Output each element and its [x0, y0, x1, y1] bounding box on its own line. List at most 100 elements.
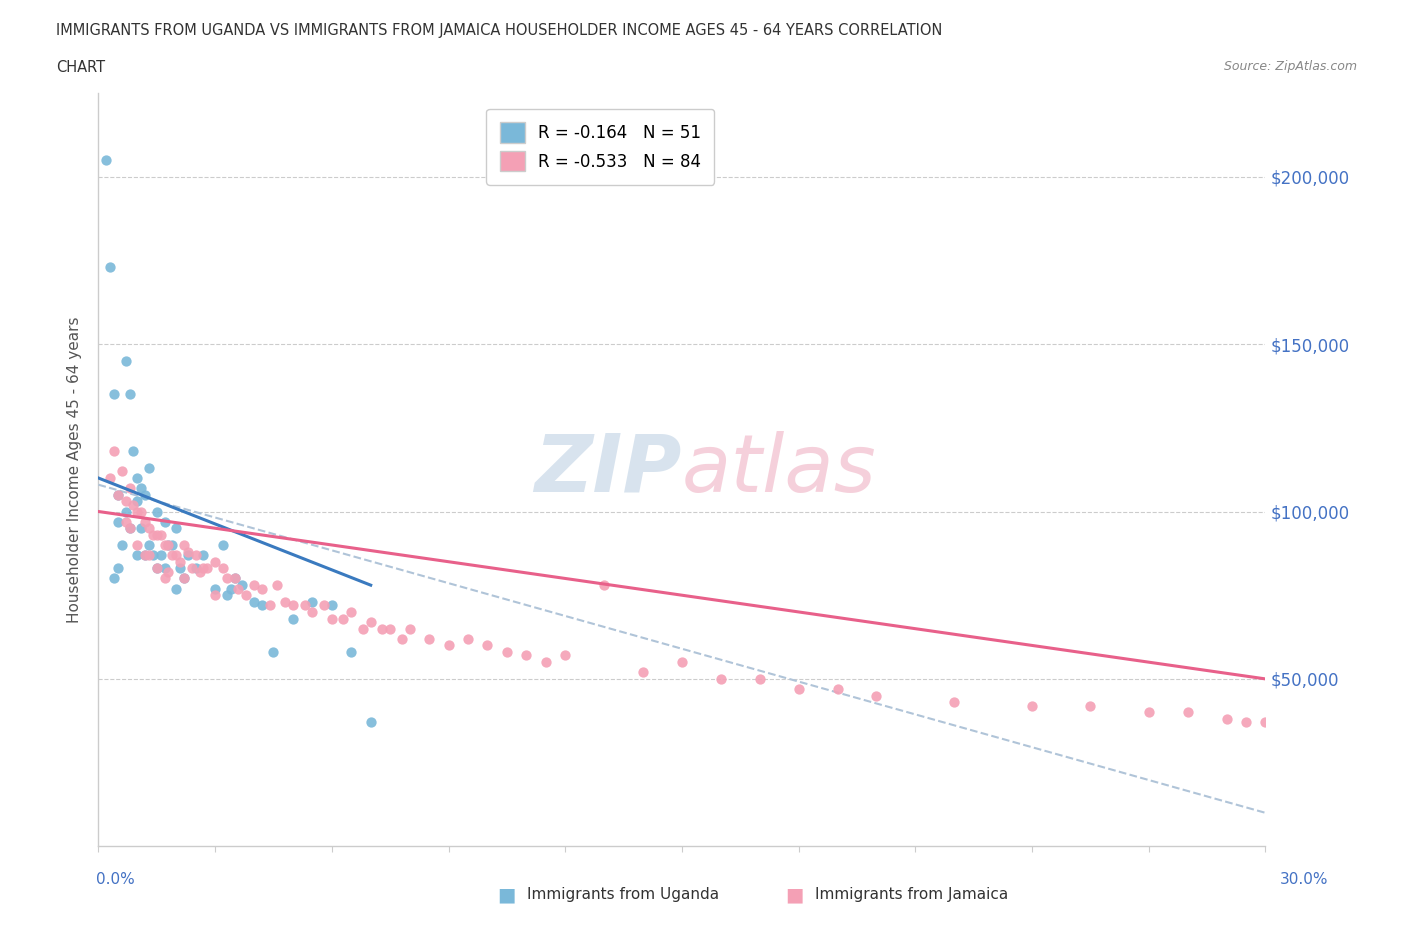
Point — [134, 487, 156, 502]
Point — [204, 588, 226, 603]
Point — [193, 548, 215, 563]
Point — [134, 514, 156, 529]
Point — [169, 554, 191, 569]
Point — [103, 571, 125, 586]
Point — [274, 594, 297, 609]
Point — [114, 504, 136, 519]
Point — [457, 631, 479, 646]
Point — [215, 571, 238, 586]
Point — [1177, 705, 1199, 720]
Point — [173, 571, 195, 586]
Point — [360, 715, 382, 730]
Point — [1215, 711, 1237, 726]
Point — [165, 548, 187, 563]
Point — [111, 538, 134, 552]
Point — [149, 548, 172, 563]
Point — [554, 648, 576, 663]
Point — [165, 581, 187, 596]
Point — [153, 538, 176, 552]
Point — [380, 621, 402, 636]
Point — [281, 611, 304, 626]
Point — [157, 538, 180, 552]
Text: ZIP: ZIP — [534, 431, 682, 509]
Point — [138, 460, 160, 475]
Point — [157, 565, 180, 579]
Point — [332, 611, 354, 626]
Point — [195, 561, 218, 576]
Point — [391, 631, 413, 646]
Point — [1254, 715, 1277, 730]
Point — [149, 527, 172, 542]
Legend: R = -0.164   N = 51, R = -0.533   N = 84: R = -0.164 N = 51, R = -0.533 N = 84 — [486, 109, 714, 184]
Point — [1234, 715, 1257, 730]
Point — [146, 561, 169, 576]
Point — [146, 504, 169, 519]
Point — [114, 353, 136, 368]
Point — [118, 521, 141, 536]
Point — [710, 671, 733, 686]
Point — [129, 521, 152, 536]
Point — [153, 561, 176, 576]
Point — [224, 571, 246, 586]
Point — [281, 598, 304, 613]
Y-axis label: Householder Income Ages 45 - 64 years: Householder Income Ages 45 - 64 years — [67, 316, 83, 623]
Point — [111, 464, 134, 479]
Point — [107, 487, 129, 502]
Point — [266, 578, 288, 592]
Point — [98, 259, 121, 274]
Text: Source: ZipAtlas.com: Source: ZipAtlas.com — [1223, 60, 1357, 73]
Point — [301, 594, 323, 609]
Point — [312, 598, 335, 613]
Point — [157, 538, 180, 552]
Point — [321, 611, 343, 626]
Point — [212, 538, 235, 552]
Point — [593, 578, 616, 592]
Point — [103, 444, 125, 458]
Point — [114, 514, 136, 529]
Point — [1080, 698, 1102, 713]
Point — [118, 387, 141, 402]
Point — [134, 548, 156, 563]
Point — [340, 644, 363, 659]
Point — [177, 548, 200, 563]
Point — [231, 578, 253, 592]
Point — [340, 604, 363, 619]
Point — [127, 538, 149, 552]
Point — [294, 598, 316, 613]
Point — [127, 548, 149, 563]
Text: atlas: atlas — [682, 431, 877, 509]
Point — [235, 588, 257, 603]
Point — [1021, 698, 1043, 713]
Point — [515, 648, 537, 663]
Point — [118, 481, 141, 496]
Point — [787, 682, 810, 697]
Point — [827, 682, 849, 697]
Point — [180, 561, 202, 576]
Point — [177, 544, 200, 559]
Point — [243, 578, 266, 592]
Point — [748, 671, 770, 686]
Point — [107, 561, 129, 576]
Point — [118, 521, 141, 536]
Point — [398, 621, 420, 636]
Point — [352, 621, 374, 636]
Point — [228, 581, 250, 596]
Point — [173, 571, 195, 586]
Point — [496, 644, 519, 659]
Point — [250, 581, 273, 596]
Point — [631, 665, 654, 680]
Point — [146, 561, 169, 576]
Point — [360, 615, 382, 630]
Point — [671, 655, 693, 670]
Point — [477, 638, 499, 653]
Point — [134, 548, 156, 563]
Point — [129, 481, 152, 496]
Point — [193, 561, 215, 576]
Text: ■: ■ — [496, 885, 516, 904]
Point — [212, 561, 235, 576]
Point — [321, 598, 343, 613]
Point — [169, 561, 191, 576]
Point — [138, 548, 160, 563]
Text: Immigrants from Uganda: Immigrants from Uganda — [527, 887, 720, 902]
Point — [188, 565, 211, 579]
